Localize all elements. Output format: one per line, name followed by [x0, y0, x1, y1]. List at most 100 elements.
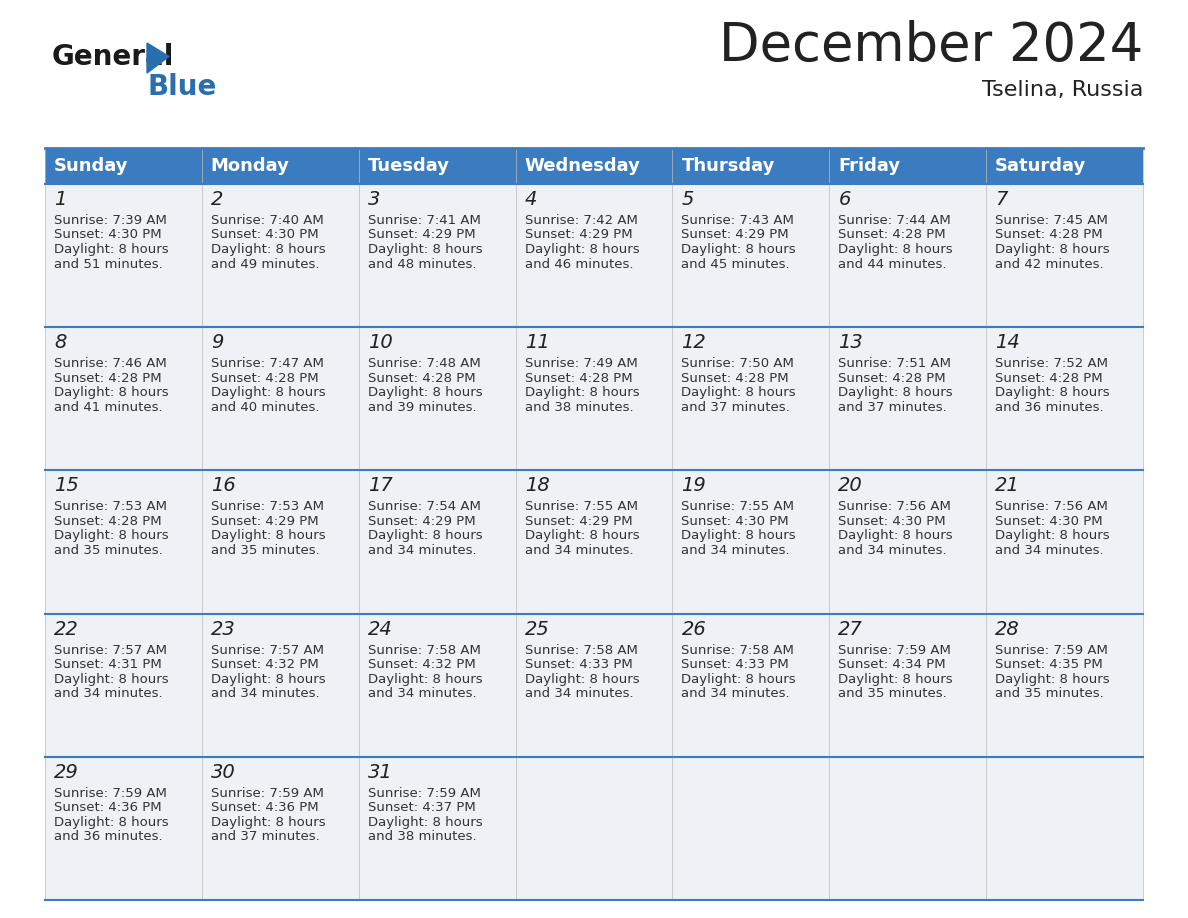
Text: 8: 8	[53, 333, 67, 353]
Text: Daylight: 8 hours: Daylight: 8 hours	[53, 243, 169, 256]
Text: Sunset: 4:28 PM: Sunset: 4:28 PM	[525, 372, 632, 385]
Text: Daylight: 8 hours: Daylight: 8 hours	[839, 530, 953, 543]
Text: Sunset: 4:36 PM: Sunset: 4:36 PM	[53, 801, 162, 814]
Text: 16: 16	[210, 476, 235, 496]
Text: Sunset: 4:30 PM: Sunset: 4:30 PM	[210, 229, 318, 241]
FancyBboxPatch shape	[986, 148, 1143, 184]
Text: 7: 7	[996, 190, 1007, 209]
Text: 11: 11	[525, 333, 549, 353]
Text: Monday: Monday	[210, 157, 290, 175]
Text: and 42 minutes.: and 42 minutes.	[996, 258, 1104, 271]
FancyBboxPatch shape	[359, 184, 516, 327]
Text: Sunrise: 7:43 AM: Sunrise: 7:43 AM	[682, 214, 795, 227]
FancyBboxPatch shape	[672, 756, 829, 900]
Text: Sunset: 4:28 PM: Sunset: 4:28 PM	[996, 372, 1102, 385]
Text: Daylight: 8 hours: Daylight: 8 hours	[525, 530, 639, 543]
Text: Sunrise: 7:58 AM: Sunrise: 7:58 AM	[368, 644, 481, 656]
Text: and 34 minutes.: and 34 minutes.	[525, 543, 633, 557]
Text: and 51 minutes.: and 51 minutes.	[53, 258, 163, 271]
FancyBboxPatch shape	[672, 184, 829, 327]
FancyBboxPatch shape	[202, 148, 359, 184]
Text: Daylight: 8 hours: Daylight: 8 hours	[53, 816, 169, 829]
Text: Sunrise: 7:59 AM: Sunrise: 7:59 AM	[53, 787, 166, 800]
FancyBboxPatch shape	[45, 184, 202, 327]
Text: Sunrise: 7:46 AM: Sunrise: 7:46 AM	[53, 357, 166, 370]
FancyBboxPatch shape	[986, 756, 1143, 900]
FancyBboxPatch shape	[516, 470, 672, 613]
FancyBboxPatch shape	[202, 613, 359, 756]
FancyBboxPatch shape	[516, 327, 672, 470]
FancyBboxPatch shape	[45, 470, 202, 613]
Text: 22: 22	[53, 620, 78, 639]
Text: Daylight: 8 hours: Daylight: 8 hours	[368, 243, 482, 256]
Text: Sunrise: 7:49 AM: Sunrise: 7:49 AM	[525, 357, 637, 370]
Text: 2: 2	[210, 190, 223, 209]
Text: and 36 minutes.: and 36 minutes.	[53, 830, 163, 844]
Text: Sunrise: 7:56 AM: Sunrise: 7:56 AM	[996, 500, 1108, 513]
Text: Sunrise: 7:53 AM: Sunrise: 7:53 AM	[53, 500, 168, 513]
Text: Sunset: 4:30 PM: Sunset: 4:30 PM	[53, 229, 162, 241]
FancyBboxPatch shape	[359, 327, 516, 470]
FancyBboxPatch shape	[359, 470, 516, 613]
FancyBboxPatch shape	[45, 327, 202, 470]
Text: Sunrise: 7:45 AM: Sunrise: 7:45 AM	[996, 214, 1108, 227]
Text: Blue: Blue	[147, 73, 216, 101]
Text: Daylight: 8 hours: Daylight: 8 hours	[53, 673, 169, 686]
Text: Daylight: 8 hours: Daylight: 8 hours	[525, 386, 639, 399]
Text: Sunset: 4:28 PM: Sunset: 4:28 PM	[682, 372, 789, 385]
Text: and 37 minutes.: and 37 minutes.	[210, 830, 320, 844]
FancyBboxPatch shape	[516, 613, 672, 756]
Text: Sunrise: 7:40 AM: Sunrise: 7:40 AM	[210, 214, 323, 227]
Text: and 35 minutes.: and 35 minutes.	[53, 543, 163, 557]
FancyBboxPatch shape	[829, 756, 986, 900]
Text: Daylight: 8 hours: Daylight: 8 hours	[839, 243, 953, 256]
Text: Daylight: 8 hours: Daylight: 8 hours	[210, 673, 326, 686]
Text: Daylight: 8 hours: Daylight: 8 hours	[682, 530, 796, 543]
FancyBboxPatch shape	[359, 756, 516, 900]
FancyBboxPatch shape	[672, 613, 829, 756]
Text: Sunset: 4:37 PM: Sunset: 4:37 PM	[368, 801, 475, 814]
Text: Sunset: 4:28 PM: Sunset: 4:28 PM	[839, 372, 946, 385]
Text: Thursday: Thursday	[682, 157, 775, 175]
Text: Sunrise: 7:55 AM: Sunrise: 7:55 AM	[525, 500, 638, 513]
Text: Sunrise: 7:52 AM: Sunrise: 7:52 AM	[996, 357, 1108, 370]
Text: Sunset: 4:31 PM: Sunset: 4:31 PM	[53, 658, 162, 671]
Text: 23: 23	[210, 620, 235, 639]
Text: and 49 minutes.: and 49 minutes.	[210, 258, 320, 271]
Text: Daylight: 8 hours: Daylight: 8 hours	[368, 386, 482, 399]
Text: and 34 minutes.: and 34 minutes.	[839, 543, 947, 557]
Text: Sunset: 4:28 PM: Sunset: 4:28 PM	[996, 229, 1102, 241]
Text: Sunrise: 7:41 AM: Sunrise: 7:41 AM	[368, 214, 481, 227]
Text: 4: 4	[525, 190, 537, 209]
Text: Sunrise: 7:53 AM: Sunrise: 7:53 AM	[210, 500, 324, 513]
FancyBboxPatch shape	[986, 184, 1143, 327]
Text: Sunset: 4:33 PM: Sunset: 4:33 PM	[525, 658, 632, 671]
Text: Daylight: 8 hours: Daylight: 8 hours	[53, 386, 169, 399]
Text: Sunset: 4:29 PM: Sunset: 4:29 PM	[525, 515, 632, 528]
FancyBboxPatch shape	[986, 613, 1143, 756]
FancyBboxPatch shape	[829, 613, 986, 756]
FancyBboxPatch shape	[986, 327, 1143, 470]
Text: 9: 9	[210, 333, 223, 353]
Text: 30: 30	[210, 763, 235, 782]
FancyBboxPatch shape	[359, 613, 516, 756]
Text: Sunrise: 7:58 AM: Sunrise: 7:58 AM	[682, 644, 795, 656]
Text: 29: 29	[53, 763, 78, 782]
Text: Sunset: 4:30 PM: Sunset: 4:30 PM	[682, 515, 789, 528]
FancyBboxPatch shape	[202, 327, 359, 470]
FancyBboxPatch shape	[202, 756, 359, 900]
FancyBboxPatch shape	[986, 470, 1143, 613]
Text: Sunset: 4:30 PM: Sunset: 4:30 PM	[996, 515, 1102, 528]
FancyBboxPatch shape	[45, 613, 202, 756]
Text: Wednesday: Wednesday	[525, 157, 640, 175]
Text: Sunrise: 7:44 AM: Sunrise: 7:44 AM	[839, 214, 952, 227]
Text: 17: 17	[368, 476, 392, 496]
Text: and 38 minutes.: and 38 minutes.	[368, 830, 476, 844]
Text: 24: 24	[368, 620, 392, 639]
Text: Friday: Friday	[839, 157, 901, 175]
Text: Sunset: 4:28 PM: Sunset: 4:28 PM	[210, 372, 318, 385]
Text: Daylight: 8 hours: Daylight: 8 hours	[996, 386, 1110, 399]
Text: and 34 minutes.: and 34 minutes.	[368, 543, 476, 557]
Text: Saturday: Saturday	[996, 157, 1086, 175]
Text: Sunrise: 7:47 AM: Sunrise: 7:47 AM	[210, 357, 324, 370]
